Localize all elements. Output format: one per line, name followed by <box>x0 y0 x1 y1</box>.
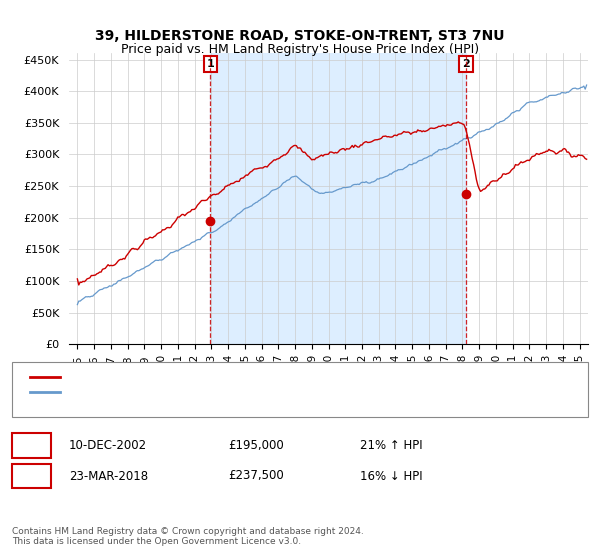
Text: 23-MAR-2018: 23-MAR-2018 <box>69 469 148 483</box>
Text: HPI: Average price, detached house, Stafford: HPI: Average price, detached house, Staf… <box>69 387 320 397</box>
Bar <box>211 53 466 344</box>
Text: Price paid vs. HM Land Registry's House Price Index (HPI): Price paid vs. HM Land Registry's House … <box>121 43 479 56</box>
Text: £195,000: £195,000 <box>228 438 284 452</box>
Text: 1: 1 <box>28 438 36 452</box>
Text: 21% ↑ HPI: 21% ↑ HPI <box>360 438 422 452</box>
Text: 39, HILDERSTONE ROAD, STOKE-ON-TRENT, ST3 7NU: 39, HILDERSTONE ROAD, STOKE-ON-TRENT, ST… <box>95 29 505 44</box>
Text: 2: 2 <box>462 59 470 69</box>
Text: 2: 2 <box>28 469 36 483</box>
Text: 16% ↓ HPI: 16% ↓ HPI <box>360 469 422 483</box>
Text: 1: 1 <box>206 59 214 69</box>
Text: 39, HILDERSTONE ROAD, STOKE-ON-TRENT, ST3 7NU (detached house): 39, HILDERSTONE ROAD, STOKE-ON-TRENT, ST… <box>69 372 467 382</box>
Text: 10-DEC-2002: 10-DEC-2002 <box>69 438 147 452</box>
Text: £237,500: £237,500 <box>228 469 284 483</box>
Text: Contains HM Land Registry data © Crown copyright and database right 2024.
This d: Contains HM Land Registry data © Crown c… <box>12 526 364 546</box>
